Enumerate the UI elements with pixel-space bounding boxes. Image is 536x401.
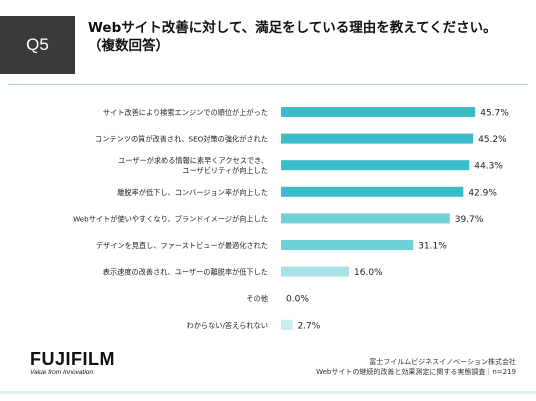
source-note: 富士フイルムビジネスイノベーション株式会社 Webサイトの継続的改善と効果測定に… — [316, 357, 516, 377]
value-label: 39.7% — [455, 215, 484, 225]
value-label: 2.7% — [297, 321, 320, 331]
category-label: コンテンツの質が改善され、SEO対策の強化がされた — [95, 135, 268, 144]
question-badge: Q5 — [0, 16, 75, 74]
category-label: わからない/答えられない — [187, 321, 269, 330]
header-divider — [8, 84, 528, 85]
value-label: 0.0% — [286, 295, 309, 305]
source-line-2: Webサイトの継続的改善と効果測定に関する実態調査｜n=219 — [316, 368, 516, 376]
question-title-line-1: Webサイト改善に対して、満足をしている理由を教えてください。 — [88, 20, 497, 36]
category-label: ユーザビリティが向上した — [182, 166, 268, 175]
source-line-1: 富士フイルムビジネスイノベーション株式会社 — [369, 358, 516, 366]
bar — [281, 319, 293, 330]
question-title: Webサイト改善に対して、満足をしている理由を教えてください。 （複数回答） — [88, 19, 528, 55]
category-label: その他 — [246, 294, 268, 303]
bottom-rule — [0, 391, 536, 394]
bar — [281, 133, 474, 144]
brand-tagline: Value from Innovation — [30, 369, 93, 376]
category-label: サイト改善により検索エンジンでの順位が上がった — [103, 108, 268, 117]
category-label: デザインを見直し、ファーストビューが最適化された — [96, 241, 268, 250]
category-label: ユーザーが求める情報に素早くアクセスでき、 — [118, 156, 268, 165]
value-label: 16.0% — [354, 268, 383, 278]
brand-name: FUJIFILM — [30, 349, 115, 369]
question-title-line-2: （複数回答） — [88, 38, 169, 54]
value-label: 45.7% — [480, 109, 509, 119]
bar — [281, 107, 476, 117]
value-label: 42.9% — [468, 188, 497, 198]
value-label: 44.3% — [474, 162, 503, 172]
brand-logo: FUJIFILM Value from Innovation — [30, 350, 115, 376]
bar — [281, 240, 414, 250]
value-label: 45.2% — [478, 135, 507, 145]
value-label: 31.1% — [418, 242, 447, 252]
category-label: Webサイトが使いやすくなり、ブランドイメージが向上した — [73, 214, 268, 223]
category-label: 表示速度の改善され、ユーザーの離脱率が低下した — [103, 268, 268, 277]
bar — [281, 213, 450, 224]
horizontal-bar-chart: サイト改善により検索エンジンでの順位が上がった 45.7% コンテンツの質が改善され… — [73, 107, 509, 331]
bar — [281, 186, 464, 197]
bar — [281, 266, 349, 277]
bar — [281, 160, 470, 171]
category-label: 離脱率が低下し、コンバージョン率が向上した — [117, 188, 268, 197]
